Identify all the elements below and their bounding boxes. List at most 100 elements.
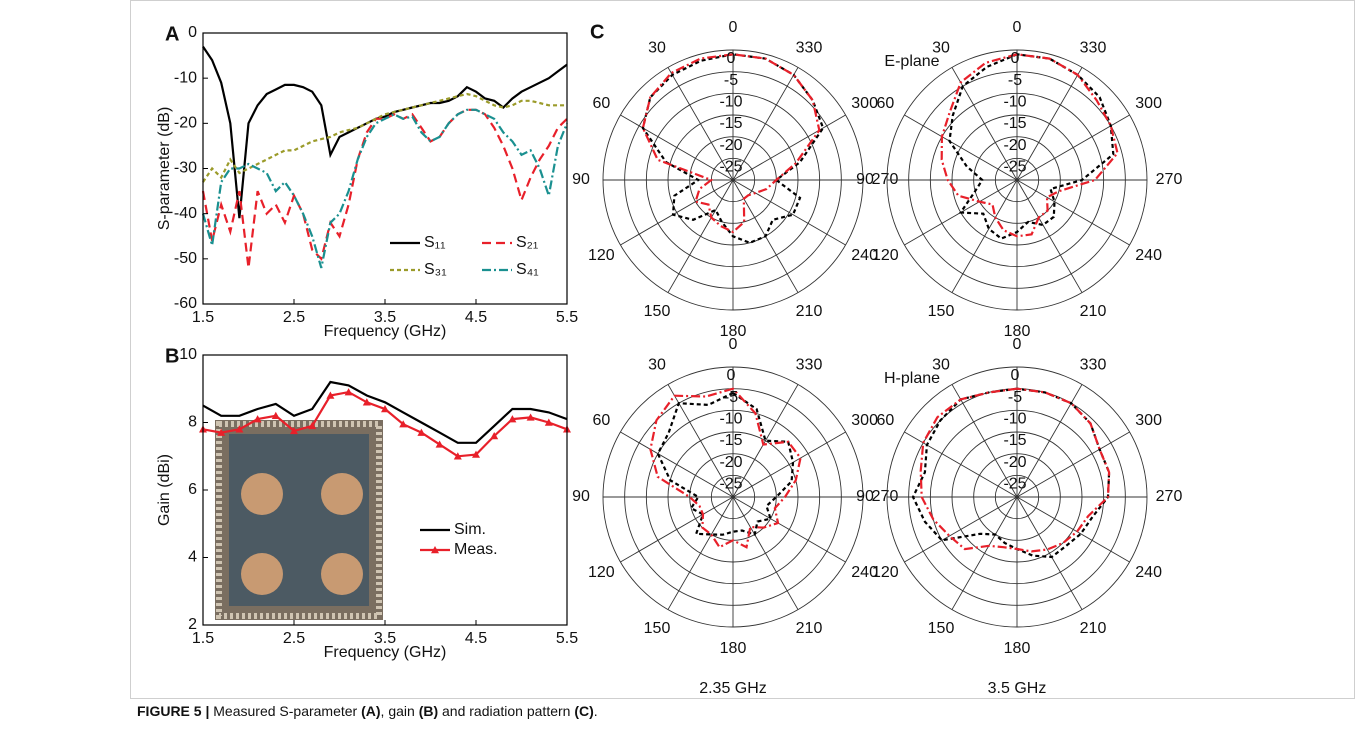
angle-label: 150 — [644, 620, 671, 637]
angle-label: 150 — [644, 303, 671, 320]
angle-label: 90 — [572, 171, 590, 188]
x-tick-label: 5.5 — [556, 630, 578, 647]
y-tick-label: -60 — [174, 295, 197, 312]
angle-label: 330 — [796, 357, 823, 374]
spoke — [1016, 496, 1130, 563]
spoke — [1016, 384, 1083, 498]
marker — [362, 398, 371, 406]
angle-label: 300 — [851, 95, 878, 112]
angle-label: 30 — [932, 357, 950, 374]
marker — [344, 388, 353, 396]
y-tick-label: 2 — [188, 616, 197, 633]
plane-label: H-plane — [884, 370, 940, 387]
angle-label: 60 — [592, 95, 610, 112]
marker — [326, 391, 335, 399]
marker — [235, 425, 244, 433]
marker — [453, 452, 462, 460]
r-tick-label: -15 — [1003, 115, 1026, 132]
marker — [381, 405, 389, 413]
panel-label: C — [590, 21, 604, 43]
legend-label: Meas. — [454, 541, 498, 558]
r-tick-label: -25 — [719, 476, 742, 493]
marker — [544, 418, 553, 426]
panel-label: B — [165, 345, 179, 367]
marker — [435, 440, 444, 448]
spoke — [732, 496, 799, 610]
r-tick-label: 0 — [1011, 367, 1020, 384]
frequency-label: 2.35 GHz — [699, 680, 767, 697]
y-tick-label: -40 — [174, 205, 197, 222]
spoke — [620, 179, 734, 246]
caption-part: (C) — [574, 703, 593, 719]
x-tick-label: 2.5 — [283, 630, 305, 647]
marker — [217, 428, 226, 436]
marker — [472, 450, 480, 458]
angle-label: 0 — [1013, 336, 1022, 353]
caption-part: FIGURE 5 | — [137, 703, 209, 719]
spoke — [1016, 179, 1083, 293]
panel-label: A — [165, 23, 179, 45]
angle-label: 300 — [1135, 95, 1162, 112]
r-tick-label: -20 — [1003, 454, 1026, 471]
series-line — [201, 108, 569, 269]
angle-label: 90 — [856, 488, 874, 505]
y-tick-label: -10 — [174, 69, 197, 86]
x-tick-label: 1.5 — [192, 630, 214, 647]
caption-part: (A) — [361, 703, 380, 719]
angle-label: 240 — [1135, 247, 1162, 264]
spoke — [951, 496, 1018, 610]
caption-part: , gain — [381, 703, 419, 719]
r-tick-label: -25 — [1003, 159, 1026, 176]
y-tick-label: 4 — [188, 549, 197, 566]
caption-part: Measured S-parameter — [209, 703, 361, 719]
r-tick-label: -20 — [719, 454, 742, 471]
marker — [253, 415, 262, 423]
spoke — [904, 431, 1018, 498]
angle-label: 300 — [851, 412, 878, 429]
y-tick-label: 8 — [188, 414, 197, 431]
spoke — [951, 179, 1018, 293]
series-line — [202, 380, 568, 444]
angle-label: 30 — [932, 40, 950, 57]
angle-label: 180 — [720, 323, 747, 340]
plane-label: E-plane — [884, 53, 939, 70]
spoke — [732, 114, 846, 181]
r-tick-label: -25 — [1003, 476, 1026, 493]
spoke — [732, 179, 846, 246]
legend-label: Sim. — [454, 521, 486, 538]
angle-label: 180 — [1004, 323, 1031, 340]
pattern-line — [656, 391, 795, 536]
series-line — [201, 108, 568, 269]
x-tick-label: 1.5 — [192, 309, 214, 326]
figure-frame — [130, 0, 1355, 699]
y-tick-label: 6 — [188, 481, 197, 498]
angle-label: 240 — [851, 247, 878, 264]
angle-label: 120 — [588, 247, 615, 264]
spoke — [904, 496, 1018, 563]
r-tick-label: -20 — [1003, 137, 1026, 154]
legend-label: S₁₁ — [424, 234, 445, 251]
angle-label: 150 — [928, 303, 955, 320]
spoke — [904, 114, 1018, 181]
angle-label: 240 — [851, 564, 878, 581]
marker — [490, 432, 499, 440]
r-tick-label: 0 — [727, 367, 736, 384]
spoke — [732, 67, 799, 181]
frequency-label: 3.5 GHz — [988, 680, 1047, 697]
angle-label: 270 — [1156, 488, 1183, 505]
spoke — [732, 431, 846, 498]
x-tick-label: 4.5 — [465, 630, 487, 647]
legend-label: S₄₁ — [516, 261, 539, 278]
spoke — [732, 496, 846, 563]
angle-label: 120 — [872, 564, 899, 581]
angle-label: 60 — [876, 412, 894, 429]
angle-label: 120 — [588, 564, 615, 581]
r-tick-label: -5 — [724, 72, 738, 89]
caption-part: and radiation pattern — [438, 703, 574, 719]
spoke — [667, 496, 734, 610]
angle-label: 210 — [796, 620, 823, 637]
r-tick-label: -10 — [719, 94, 742, 111]
caption-part: (B) — [419, 703, 438, 719]
y-tick-label: -20 — [174, 115, 197, 132]
y-tick-label: 0 — [188, 24, 197, 41]
